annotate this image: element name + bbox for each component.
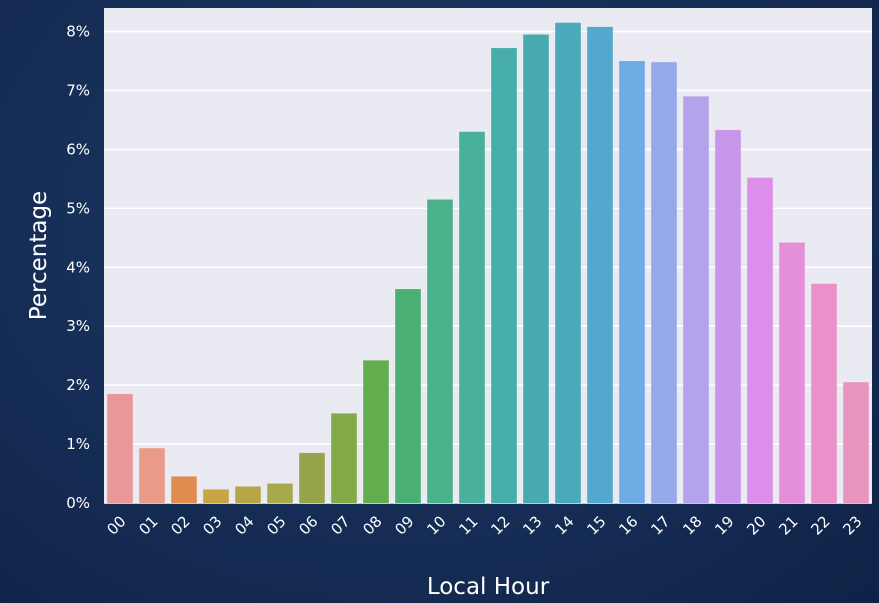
bar-06: [299, 452, 325, 503]
x-tick-label: 05: [263, 512, 289, 538]
bar-11: [459, 131, 485, 503]
x-tick-label: 01: [135, 512, 161, 538]
bar-22: [811, 283, 837, 503]
bar-15: [587, 26, 613, 503]
bar-01: [139, 448, 165, 503]
x-tick-label: 00: [103, 512, 129, 538]
bar-04: [235, 486, 261, 503]
bar-14: [555, 22, 581, 503]
bar-02: [171, 476, 197, 503]
bar-12: [491, 48, 517, 503]
bar-21: [779, 242, 805, 504]
x-tick-label: 04: [231, 512, 257, 538]
y-tick-label: 1%: [66, 435, 90, 453]
x-tick-label: 18: [679, 512, 705, 538]
bar-07: [331, 413, 357, 503]
bar-17: [651, 62, 677, 503]
y-tick-label: 2%: [66, 376, 90, 394]
x-tick-label: 22: [807, 512, 833, 538]
y-tick-labels: 0% 1% 2% 3% 4% 5% 6% 7% 8%: [66, 23, 90, 512]
x-tick-label: 19: [711, 512, 737, 538]
x-tick-label: 03: [199, 512, 225, 538]
x-tick-label: 12: [487, 512, 513, 538]
y-tick-label: 5%: [66, 199, 90, 217]
x-tick-label: 21: [775, 512, 801, 538]
x-tick-label: 11: [455, 512, 481, 538]
x-tick-label: 13: [519, 512, 545, 538]
x-tick-label: 09: [391, 512, 417, 538]
x-tick-label: 10: [423, 512, 449, 538]
gridlines: [104, 30, 872, 504]
y-tick-label: 6%: [66, 140, 90, 158]
y-tick-label: 8%: [66, 23, 90, 41]
bar-20: [747, 177, 773, 503]
x-axis-title: Local Hour: [427, 574, 550, 600]
bar-13: [523, 34, 549, 504]
y-tick-label: 0%: [66, 494, 90, 512]
bar-05: [267, 483, 293, 503]
x-tick-label: 14: [551, 512, 577, 538]
bar-03: [203, 489, 229, 503]
y-axis-title: Percentage: [26, 191, 52, 320]
x-tick-label: 17: [647, 512, 673, 538]
bar-00: [107, 393, 133, 503]
x-tick-label: 16: [615, 512, 641, 538]
x-tick-label: 08: [359, 512, 385, 538]
x-tick-label: 15: [583, 512, 609, 538]
bar-09: [395, 289, 421, 503]
y-tick-label: 3%: [66, 317, 90, 335]
x-tick-label: 06: [295, 512, 321, 538]
bar-18: [683, 96, 709, 504]
x-tick-label: 20: [743, 512, 769, 538]
y-tick-label: 4%: [66, 258, 90, 276]
bar-10: [427, 199, 453, 503]
x-tick-label: 23: [839, 512, 865, 538]
bar-08: [363, 360, 389, 503]
x-tick-labels: 00 01 02 03 04 05 06 07 08 09 10 11 12 13 14 15 16 17 18 19…: [103, 512, 865, 538]
bar-16: [619, 61, 645, 504]
bar-19: [715, 129, 741, 503]
bar-23: [843, 382, 869, 503]
x-tick-label: 07: [327, 512, 353, 538]
bars: [107, 22, 869, 504]
x-tick-label: 02: [167, 512, 193, 538]
y-tick-label: 7%: [66, 82, 90, 100]
